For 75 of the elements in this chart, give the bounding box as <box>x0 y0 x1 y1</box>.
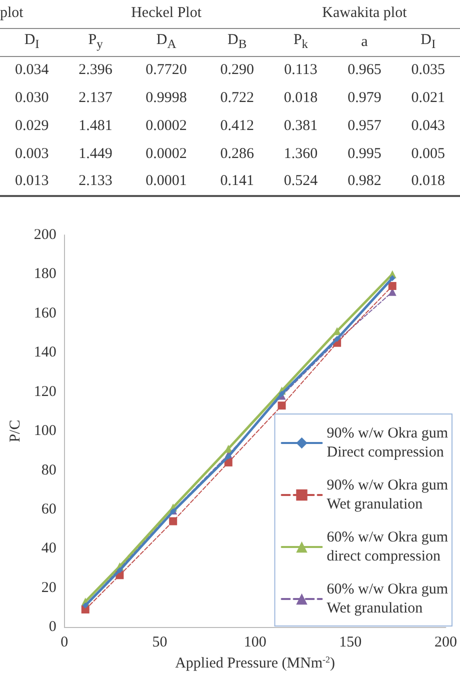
text: 0.018 <box>282 88 319 108</box>
text: 2.133 <box>64 168 128 196</box>
point <box>333 327 342 336</box>
point <box>388 282 396 290</box>
x-tick-label: 200 <box>434 634 457 651</box>
text: 2.396 <box>78 60 114 80</box>
legend-label: 60% w/w Okra gum Wet granulation <box>326 582 448 616</box>
text: D$_{B}$ <box>205 28 269 56</box>
text: 0.524 <box>268 168 333 196</box>
text: 0.029 <box>14 116 50 136</box>
text: D$_{I}$ <box>396 28 460 56</box>
text: 1.481 <box>78 116 114 136</box>
text: 0.013 <box>0 168 64 196</box>
text: 0.043 <box>410 116 446 136</box>
point <box>334 336 340 342</box>
text: P$_{y}$ <box>64 28 128 56</box>
text: 0.965 <box>346 60 382 80</box>
y-tick-label: 60 <box>41 501 56 518</box>
text: 0.722 <box>219 88 255 108</box>
text: 0.141 <box>205 168 269 196</box>
y-tick-label: 100 <box>34 423 56 440</box>
text: Kawakita plot <box>268 0 460 28</box>
x-tick-label: 50 <box>152 634 168 651</box>
text: 0.995 <box>346 144 382 164</box>
x-tick-label: 150 <box>339 634 362 651</box>
text: Heckel Plot <box>64 0 269 28</box>
text: 0.0001 <box>127 168 206 196</box>
text: 0.0002 <box>144 144 188 164</box>
legend-label: 60% w/w Okra gum direct compression <box>326 530 448 564</box>
text: 0.286 <box>219 144 255 164</box>
y-tick-label: 200 <box>34 227 56 243</box>
text: 0.290 <box>219 60 255 80</box>
y-tick-label: 20 <box>41 580 56 596</box>
text: D$_{I}$ <box>0 28 64 56</box>
x-tick-label: 0 <box>60 634 68 651</box>
text: 0.005 <box>410 144 446 164</box>
text: 0.021 <box>410 88 446 108</box>
x-tick-label: 100 <box>244 634 266 651</box>
text: 0.035 <box>410 60 446 80</box>
text: 0.034 <box>14 60 50 80</box>
text: 2.137 <box>78 88 114 108</box>
point <box>116 567 123 574</box>
text: 0.003 <box>14 144 50 164</box>
text: 0.030 <box>14 88 50 108</box>
y-tick-label: 120 <box>34 384 56 400</box>
y-tick-label: 160 <box>34 305 56 322</box>
text: 0.113 <box>283 60 318 80</box>
y-tick-label: 0 <box>48 619 56 636</box>
y-tick-label: 40 <box>41 540 56 557</box>
point <box>278 402 286 410</box>
y-tick-label: 180 <box>34 266 56 282</box>
text: 1.449 <box>78 144 114 164</box>
text: 0.381 <box>282 116 319 136</box>
point <box>169 517 178 526</box>
y-tick-label: 140 <box>34 344 56 361</box>
legend-label: 90% w/w Okra gum Direct compression <box>326 426 448 460</box>
point <box>389 275 396 282</box>
text: a <box>332 28 396 56</box>
text: 1.360 <box>282 144 319 164</box>
text: 0.982 <box>332 168 396 196</box>
text: 0.412 <box>219 116 255 136</box>
text: P$_{k}$ <box>268 28 333 56</box>
text: 0.957 <box>346 116 382 136</box>
text: 0.0002 <box>144 116 188 136</box>
point <box>225 454 232 460</box>
y-tick-label: 80 <box>41 462 56 478</box>
text: 0.018 <box>396 168 460 196</box>
point <box>278 390 285 397</box>
legend-label: 90% w/w Okra gum Wet granulation <box>326 478 448 512</box>
text: 0.7720 <box>144 60 188 80</box>
text: 0.979 <box>346 88 382 108</box>
y-axis-title: P/C <box>8 420 24 442</box>
text: 0.9998 <box>144 88 188 108</box>
text: plot <box>0 0 64 28</box>
text: D$_{A}$ <box>127 28 206 56</box>
